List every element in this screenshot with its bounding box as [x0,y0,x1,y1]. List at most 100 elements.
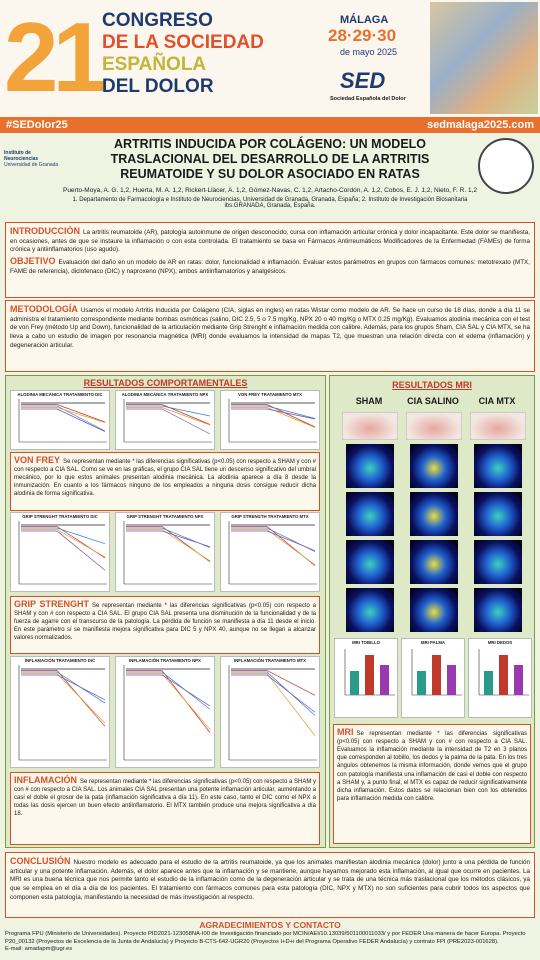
header-line: ESPAÑOLA [102,54,207,75]
decor-line [126,408,211,435]
chart-illustration [18,399,107,443]
mri-image [410,540,458,584]
mini-chart: MRI TOBILLO [334,638,398,718]
decor-line [126,526,211,563]
behavior-panel: RESULTADOS COMPORTAMENTALES ALODINIA MEC… [5,375,326,848]
header-line: DE LA SOCIEDAD [102,32,264,53]
chart-illustration [123,521,212,585]
paw-photo [342,412,398,440]
chart-title: MRI DEDOS [487,640,513,645]
chart-title: ALODINIA MECÁNICA TRATAMIENTO DIC [17,392,103,397]
chart-illustration [478,649,529,696]
decor [350,671,359,695]
paw-photo [406,412,462,440]
decor-line [21,527,106,545]
mini-chart: INFLAMACIÓN TRATAMIENTO DIC [10,656,110,768]
section-label: INTRODUCCIÓN [10,226,80,236]
email: E-mail: amadapm@ugr.es [5,946,73,953]
decor-line [21,404,106,423]
hashtag: #SEDolor25 [6,119,68,131]
section-text: Se representan mediante * las diferencia… [14,603,316,642]
result-text: INFLAMACIÓN Se representan mediante * las… [10,772,320,845]
decor-line [126,530,211,548]
decor-line [21,408,106,432]
chart-title: ALODINIA MECÁNICA TRATAMIENTO NPX [121,392,209,397]
conclusion-box: CONCLUSIÓN Nuestro modelo es adecuado par… [5,852,535,918]
decor-line [231,408,316,420]
section-text: Se representan mediante * las diferencia… [14,459,316,498]
institute-name: Instituto de Neurociencias [4,150,39,162]
section-label: CONCLUSIÓN [10,856,71,866]
chart-title: MRI TOBILLO [352,640,380,645]
chart-title: GRIP STRENGHT TRATAMIENTO NPX [126,514,204,519]
column-title: SHAM [355,396,383,406]
section-text: Nuestro modelo es adecuado para el estud… [10,859,530,901]
decor-line [231,526,316,567]
panel-heading: RESULTADOS MRI [392,380,472,390]
chart-title: MRI PALMA [420,640,446,645]
decor [417,671,426,695]
website: sedmalaga2025.com [426,119,534,131]
section-label: METODOLOGÍA [10,304,78,314]
banner: #SEDolor25 sedmalaga2025.com [0,117,540,133]
collage [430,2,538,114]
chart-illustration [344,649,395,696]
chart-title: INFLAMACIÓN TRATAMIENTO NPX [129,658,201,663]
section-text: Usamos el modelo Artritis Inducida por C… [10,307,530,349]
mri-image [410,492,458,536]
mini-chart: INFLAMACIÓN TRATAMIENTO MTX [220,656,320,768]
decor-line [126,405,211,417]
chart-illustration [18,521,107,585]
decor [514,665,523,695]
poster-title: ARTRITIS INDUCIDA POR COLÁGENO: UN MODEL… [110,137,430,181]
chart-title: GRIP STRENGHT TRATAMIENTO DIC [22,514,98,519]
mri-image [474,492,522,536]
mini-chart: GRIP STRENGHT TRATAMIENTO NPX [115,512,215,592]
authors: Puerto-Moya, A. G. 1,2, Huerta, M. A. 1,… [62,187,478,194]
mri-image [410,444,458,488]
chart-illustration [123,665,212,761]
decor-line [231,530,316,551]
column-title: CIA MTX [478,396,516,406]
section-text: Se representan mediante * las diferencia… [337,731,527,802]
chart-illustration [123,399,212,443]
mini-chart: MRI PALMA [401,638,465,718]
column-title: CIA SALINO [407,396,459,406]
section-label: VON FREY [14,455,61,465]
section-text: La artritis reumatoide (AR), patología a… [10,229,530,254]
result-text: GRIP STRENGHT Se representan mediante * l… [10,596,320,654]
decor-line [231,671,316,716]
decor-line [21,529,106,558]
institute-logo: Instituto de Neurociencias Universidad d… [4,150,64,168]
decor-line [126,529,211,562]
section-label: MRI [337,727,354,737]
section-label: GRIP STRENGHT [14,599,90,609]
chart-illustration [228,665,317,761]
methods-box: METODOLOGÍA Usamos el modelo Artritis Ind… [5,300,535,372]
mini-chart: ALODINIA MECÁNICA TRATAMIENTO NPX [115,390,215,450]
decor-line [126,407,211,426]
mri-image [346,444,394,488]
decor-line [21,407,106,423]
decor-line [126,674,211,707]
sed-logo: SED [340,68,386,93]
decor [499,655,508,695]
chart-title: GRIP STRENGTH TRATAMIENTO MTX [231,514,309,519]
decor-line [126,670,211,733]
header: 21 CONGRESO DE LA SOCIEDAD ESPAÑOLA DEL … [0,0,540,117]
mri-image [346,588,394,632]
decor-line [126,671,211,710]
mri-image [346,540,394,584]
decor-line [21,670,106,727]
decor-line [231,674,316,713]
mini-chart: ALODINIA MECÁNICA TRATAMIENTO DIC [10,390,110,450]
mri-image [474,540,522,584]
sed-caption: Sociedad Española del Dolor [330,96,406,102]
decor [365,655,374,695]
section-text: Evaluación del daño en un modelo de AR e… [10,259,530,275]
decor-line [21,530,106,571]
decor-line [21,673,106,724]
mri-image [474,588,522,632]
mri-image [346,492,394,536]
